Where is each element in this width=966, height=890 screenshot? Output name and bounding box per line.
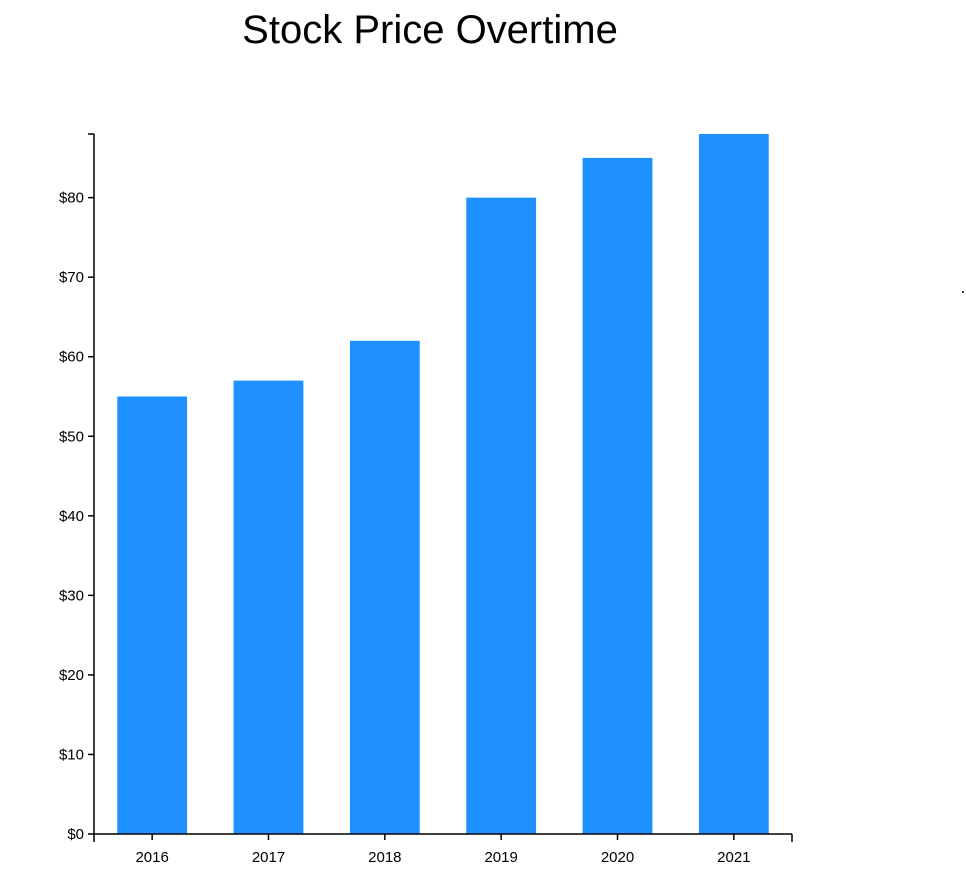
y-axis: $0 $10 $20 $30 $40 $50 $60 $70 $80	[59, 133, 95, 843]
x-tick-label-2020: 2020	[601, 849, 634, 866]
y-tick-label-50: $50	[59, 428, 84, 445]
y-tick-label-30: $30	[59, 587, 84, 604]
y-tick-label-0: $0	[67, 826, 84, 843]
bar-2016	[117, 396, 188, 834]
stray-dot	[962, 291, 964, 293]
x-tick-label-2016: 2016	[135, 849, 168, 866]
y-tick-label-40: $40	[59, 508, 84, 525]
bar-2020	[582, 157, 653, 834]
x-tick-label-2019: 2019	[484, 849, 517, 866]
bar-2021	[698, 134, 769, 834]
x-tick-label-2021: 2021	[717, 849, 750, 866]
chart-title: Stock Price Overtime	[242, 8, 618, 52]
y-tick-label-80: $80	[59, 190, 84, 207]
x-tick-label-2018: 2018	[368, 849, 401, 866]
y-tick-label-20: $20	[59, 667, 84, 684]
bar-2018	[349, 340, 420, 834]
bar-2017	[233, 380, 304, 834]
bar-2019	[466, 197, 537, 835]
x-tick-label-2017: 2017	[252, 849, 285, 866]
y-tick-label-10: $10	[59, 746, 84, 763]
y-tick-label-70: $70	[59, 269, 84, 286]
y-tick-label-60: $60	[59, 349, 84, 366]
bars-group	[117, 134, 769, 835]
x-axis: 2016 2017 2018 2019 2020 2021	[93, 833, 793, 866]
